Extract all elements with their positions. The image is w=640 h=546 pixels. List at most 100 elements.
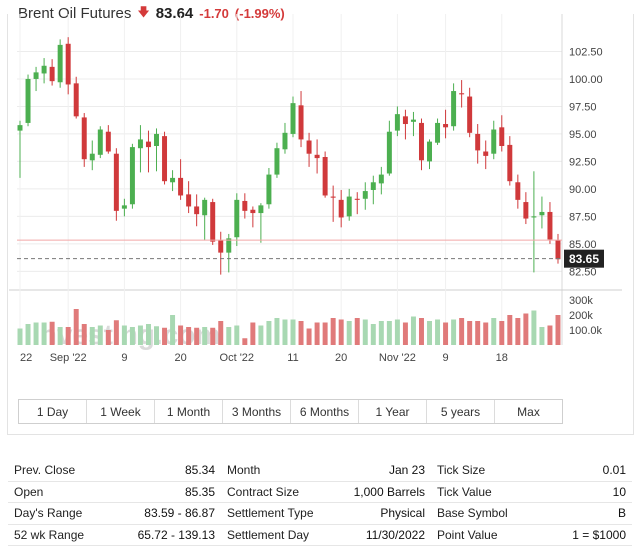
candle-body bbox=[138, 139, 143, 148]
candle-body bbox=[154, 134, 159, 146]
candlestick[interactable] bbox=[395, 106, 400, 136]
volume-bar bbox=[202, 327, 207, 345]
range-1-month-button[interactable]: 1 Month bbox=[155, 400, 223, 423]
candle-body bbox=[18, 125, 23, 130]
candlestick[interactable] bbox=[82, 113, 87, 167]
volume-bar bbox=[258, 326, 263, 346]
candlestick[interactable] bbox=[539, 197, 544, 229]
candlestick[interactable] bbox=[355, 192, 360, 214]
candlestick[interactable] bbox=[507, 136, 512, 185]
candlestick[interactable] bbox=[34, 67, 39, 91]
candlestick[interactable] bbox=[258, 203, 263, 243]
candlestick[interactable] bbox=[547, 202, 552, 244]
candlestick[interactable] bbox=[98, 126, 103, 158]
candle-body bbox=[515, 182, 520, 200]
price-tick-label: 92.50 bbox=[569, 156, 597, 168]
candlestick[interactable] bbox=[274, 143, 279, 178]
candlestick[interactable] bbox=[114, 148, 119, 221]
volume-bar bbox=[459, 318, 464, 345]
candlestick[interactable] bbox=[419, 119, 424, 171]
candle-body bbox=[419, 123, 424, 160]
candle-body bbox=[266, 175, 271, 205]
candlestick[interactable] bbox=[291, 97, 296, 138]
candlestick[interactable] bbox=[74, 77, 79, 119]
candlestick[interactable] bbox=[379, 167, 384, 194]
candlestick[interactable] bbox=[242, 193, 247, 218]
volume-bar bbox=[339, 320, 344, 346]
candlestick[interactable] bbox=[138, 125, 143, 172]
candlestick[interactable] bbox=[170, 170, 175, 191]
candlestick[interactable] bbox=[411, 112, 416, 136]
volume-bar bbox=[547, 326, 552, 346]
range-5-years-button[interactable]: 5 years bbox=[427, 400, 495, 423]
candlestick[interactable] bbox=[154, 128, 159, 171]
candlestick[interactable] bbox=[26, 75, 31, 127]
candlestick[interactable] bbox=[106, 125, 111, 154]
candlestick[interactable] bbox=[250, 206, 255, 227]
candle-body bbox=[90, 154, 95, 161]
candlestick[interactable] bbox=[90, 141, 95, 171]
candlestick[interactable] bbox=[435, 119, 440, 145]
range-1-week-button[interactable]: 1 Week bbox=[87, 400, 155, 423]
range-3-months-button[interactable]: 3 Months bbox=[223, 400, 291, 423]
candlestick[interactable] bbox=[451, 83, 456, 130]
volume-bar bbox=[66, 327, 71, 345]
candlestick[interactable] bbox=[218, 232, 223, 275]
candlestick[interactable] bbox=[427, 139, 432, 169]
candlestick[interactable] bbox=[194, 194, 199, 226]
candlestick[interactable] bbox=[483, 141, 488, 170]
volume-bar bbox=[82, 324, 87, 345]
volume-bar bbox=[395, 320, 400, 346]
candlestick[interactable] bbox=[515, 175, 520, 209]
candlestick[interactable] bbox=[387, 121, 392, 176]
range-1-year-button[interactable]: 1 Year bbox=[359, 400, 427, 423]
candlestick[interactable] bbox=[363, 182, 368, 209]
volume-bar bbox=[451, 320, 456, 346]
volume-bar bbox=[74, 309, 79, 345]
candlestick[interactable] bbox=[371, 176, 376, 205]
price-tick-label: 97.50 bbox=[569, 101, 597, 113]
candlestick[interactable] bbox=[403, 110, 408, 140]
candlestick[interactable] bbox=[491, 121, 496, 159]
candlestick[interactable] bbox=[178, 159, 183, 200]
candlestick[interactable] bbox=[42, 58, 47, 83]
volume-bar bbox=[347, 321, 352, 345]
candlestick[interactable] bbox=[130, 144, 135, 209]
candle-body bbox=[291, 103, 296, 134]
candlestick[interactable] bbox=[122, 199, 127, 217]
time-tick-label: Sep '22 bbox=[50, 352, 87, 364]
candlestick[interactable] bbox=[234, 193, 239, 246]
candlestick[interactable] bbox=[523, 192, 528, 224]
candlestick[interactable] bbox=[475, 124, 480, 164]
candlestick[interactable] bbox=[58, 39, 63, 87]
candlestick[interactable] bbox=[531, 171, 536, 272]
candlestick[interactable] bbox=[162, 132, 167, 185]
candlestick[interactable] bbox=[467, 88, 472, 137]
candlestick[interactable] bbox=[499, 115, 504, 151]
candlestick[interactable] bbox=[202, 198, 207, 241]
candlestick[interactable] bbox=[282, 123, 287, 154]
volume-bar bbox=[114, 320, 119, 345]
range-max-button[interactable]: Max bbox=[495, 400, 562, 423]
range-6-months-button[interactable]: 6 Months bbox=[291, 400, 359, 423]
candlestick[interactable] bbox=[50, 59, 55, 85]
candlestick[interactable] bbox=[315, 139, 320, 173]
volume-bar bbox=[539, 327, 544, 345]
volume-bar bbox=[146, 324, 151, 345]
candlestick[interactable] bbox=[347, 189, 352, 221]
price-chart[interactable]: Investing.com 83.65 102.50100.0097.5095.… bbox=[0, 0, 640, 400]
candlestick[interactable] bbox=[299, 91, 304, 147]
candlestick[interactable] bbox=[66, 37, 71, 94]
range-1-day-button[interactable]: 1 Day bbox=[19, 400, 87, 423]
volume-bar bbox=[34, 323, 39, 346]
candlestick[interactable] bbox=[459, 80, 464, 107]
candlestick[interactable] bbox=[266, 168, 271, 209]
candlestick[interactable] bbox=[323, 152, 328, 198]
candlestick[interactable] bbox=[339, 190, 344, 227]
candlestick[interactable] bbox=[18, 121, 23, 178]
candlestick[interactable] bbox=[186, 181, 191, 213]
candlestick[interactable] bbox=[146, 131, 151, 173]
candlestick[interactable] bbox=[210, 199, 215, 245]
